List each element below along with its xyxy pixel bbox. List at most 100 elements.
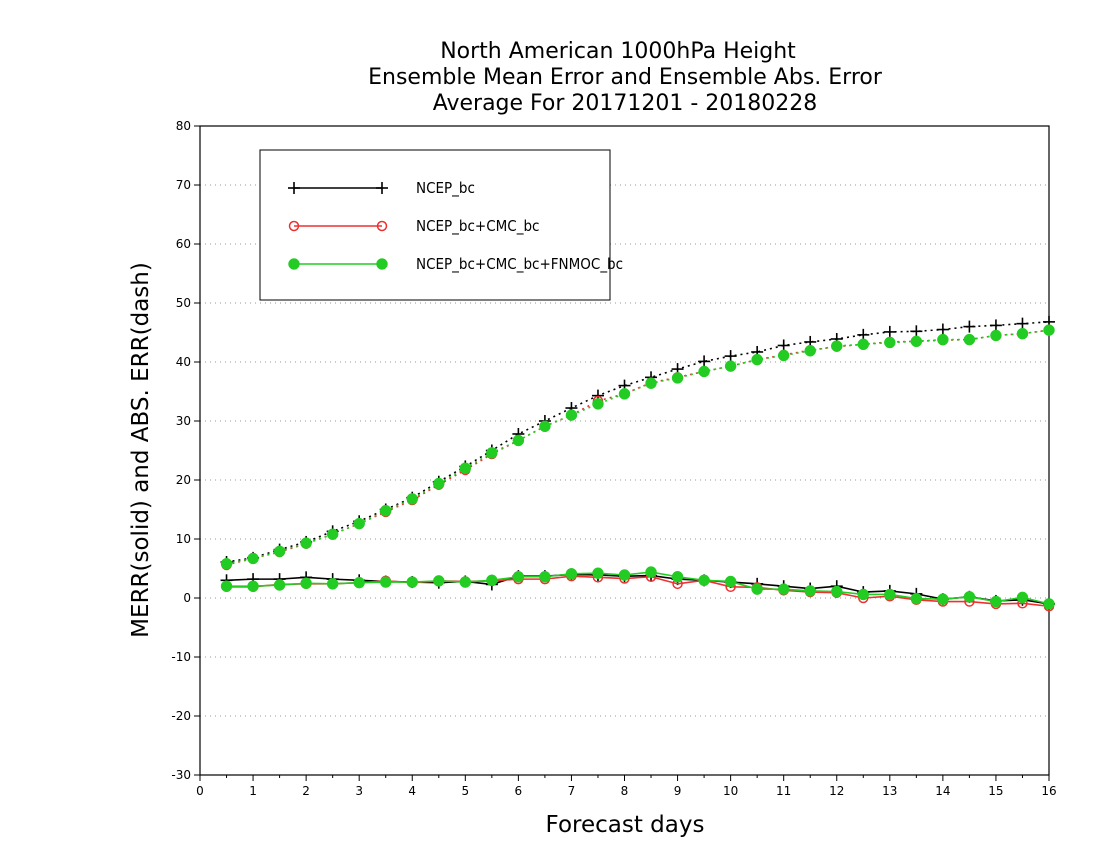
series-1-abs-err-point — [724, 350, 737, 363]
y-tick-label: 50 — [176, 296, 191, 310]
series-3-merr-point — [353, 576, 365, 589]
y-tick-label: -20 — [171, 709, 191, 723]
y-tick-label: 10 — [176, 532, 191, 546]
series-3-abs-err-line — [226, 329, 1050, 565]
series-3-merr-point — [857, 588, 870, 601]
series-1 — [220, 315, 1055, 610]
series-3-merr-point — [990, 595, 1002, 608]
series-3-abs-err-point — [433, 477, 445, 490]
series-3-abs-err-point — [910, 335, 923, 348]
series-3-merr-point — [777, 583, 790, 595]
series-3-abs-err-point — [300, 537, 312, 549]
legend-marker — [288, 182, 300, 194]
y-tick-label: 40 — [176, 355, 191, 369]
series-3-merr-point — [804, 585, 816, 597]
series-1-abs-err-point — [910, 325, 923, 338]
x-tick-label: 10 — [723, 784, 738, 798]
y-tick-label: 0 — [183, 591, 191, 605]
series-3-abs-err-point — [857, 338, 870, 351]
legend-label: NCEP_bc — [416, 179, 475, 198]
series-3-abs-err-point — [273, 545, 286, 558]
series-1-abs-err-point — [698, 355, 711, 368]
series-3-merr-point — [698, 574, 710, 587]
series-3-merr-point — [645, 566, 657, 578]
series-3-abs-err-point — [831, 340, 843, 352]
series-1-abs-err-point — [777, 339, 790, 352]
x-tick-label: 11 — [776, 784, 791, 798]
series-3-merr-point — [884, 588, 896, 601]
y-tick-label: 70 — [176, 178, 191, 192]
series-3-merr-point — [247, 580, 259, 592]
legend-item-3: NCEP_bc+CMC_bc+FNMOC_bc — [288, 255, 623, 274]
series-3-abs-err-point — [963, 333, 976, 346]
series-2-abs-err-line — [226, 329, 1050, 566]
series-3-merr-point — [1016, 591, 1029, 604]
series-3-abs-err-point — [486, 447, 498, 459]
series-3-abs-err-point — [565, 409, 578, 421]
x-tick-label: 3 — [355, 784, 363, 798]
series-3-abs-err-point — [937, 333, 949, 346]
series-3-merr-point — [486, 574, 498, 587]
series-1-abs-err-point — [936, 323, 949, 336]
series-3-merr-point — [751, 583, 763, 595]
series-3-abs-err-point — [645, 377, 657, 389]
chart-title-line-2: Ensemble Mean Error and Ensemble Abs. Er… — [368, 65, 883, 90]
series-3-abs-err-point — [512, 434, 525, 447]
series-3-merr-point — [379, 576, 392, 588]
legend-label: NCEP_bc+CMC_bc — [416, 217, 539, 236]
series-3-merr-point — [326, 578, 339, 590]
legend-marker — [376, 258, 388, 270]
series-3-merr-point — [937, 593, 949, 605]
series-1-abs-err-line — [226, 321, 1050, 563]
series-1-abs-err-point — [989, 319, 1002, 332]
series-3-merr-point — [724, 575, 737, 588]
y-tick-label: -10 — [171, 650, 191, 664]
series-3-abs-err-point — [247, 552, 259, 565]
x-tick-label: 16 — [1041, 784, 1056, 798]
series-3-merr-point — [910, 592, 923, 605]
series-1-abs-err-point — [963, 320, 976, 333]
series-3-merr-point — [459, 576, 472, 588]
series-3-abs-err-point — [804, 345, 816, 357]
series-layer — [220, 315, 1055, 612]
series-3-merr-point — [220, 580, 233, 592]
series-3-merr-point — [273, 579, 286, 591]
legend-marker — [288, 258, 300, 270]
x-tick-label: 12 — [829, 784, 844, 798]
series-3-abs-err-point — [326, 528, 339, 541]
y-tick-label: 80 — [176, 119, 191, 133]
x-tick-label: 13 — [882, 784, 897, 798]
series-3-abs-err-point — [884, 336, 896, 349]
series-3-abs-err-point — [751, 353, 763, 366]
legend-label: NCEP_bc+CMC_bc+FNMOC_bc — [416, 255, 623, 274]
series-3-abs-err-point — [592, 398, 604, 410]
series-3-abs-err-point — [777, 349, 790, 362]
chart-title-line-1: North American 1000hPa Height — [440, 39, 796, 64]
x-tick-label: 1 — [249, 784, 257, 798]
series-1-abs-err-point — [883, 325, 896, 338]
x-tick-label: 9 — [674, 784, 682, 798]
legend-box — [259, 149, 611, 301]
legend-marker — [376, 220, 388, 232]
series-3-merr-point — [592, 567, 604, 579]
series-3-merr-point — [539, 571, 551, 583]
series-3-abs-err-point — [353, 517, 365, 530]
x-tick-label: 5 — [461, 784, 469, 798]
legend-marker — [376, 182, 388, 194]
y-tick-label: 60 — [176, 237, 191, 251]
x-tick-label: 6 — [515, 784, 523, 798]
series-1-abs-err-point — [1016, 317, 1029, 330]
chart-title: North American 1000hPa Height Ensemble M… — [368, 39, 883, 116]
y-axis-label: MERR(solid) and ABS. ERR(dash) — [128, 262, 154, 638]
series-3-merr-point — [406, 576, 418, 588]
x-tick-label: 2 — [302, 784, 310, 798]
series-3-merr-point — [565, 568, 578, 580]
legend-item-1: NCEP_bc — [288, 179, 475, 198]
series-3-merr-point — [671, 571, 684, 583]
series-3-abs-err-point — [990, 329, 1002, 342]
legend-marker — [288, 220, 300, 232]
series-3-merr-point — [433, 575, 445, 587]
y-tick-label: -30 — [171, 768, 191, 782]
x-tick-label: 14 — [935, 784, 950, 798]
series-3-abs-err-point — [1016, 327, 1029, 340]
